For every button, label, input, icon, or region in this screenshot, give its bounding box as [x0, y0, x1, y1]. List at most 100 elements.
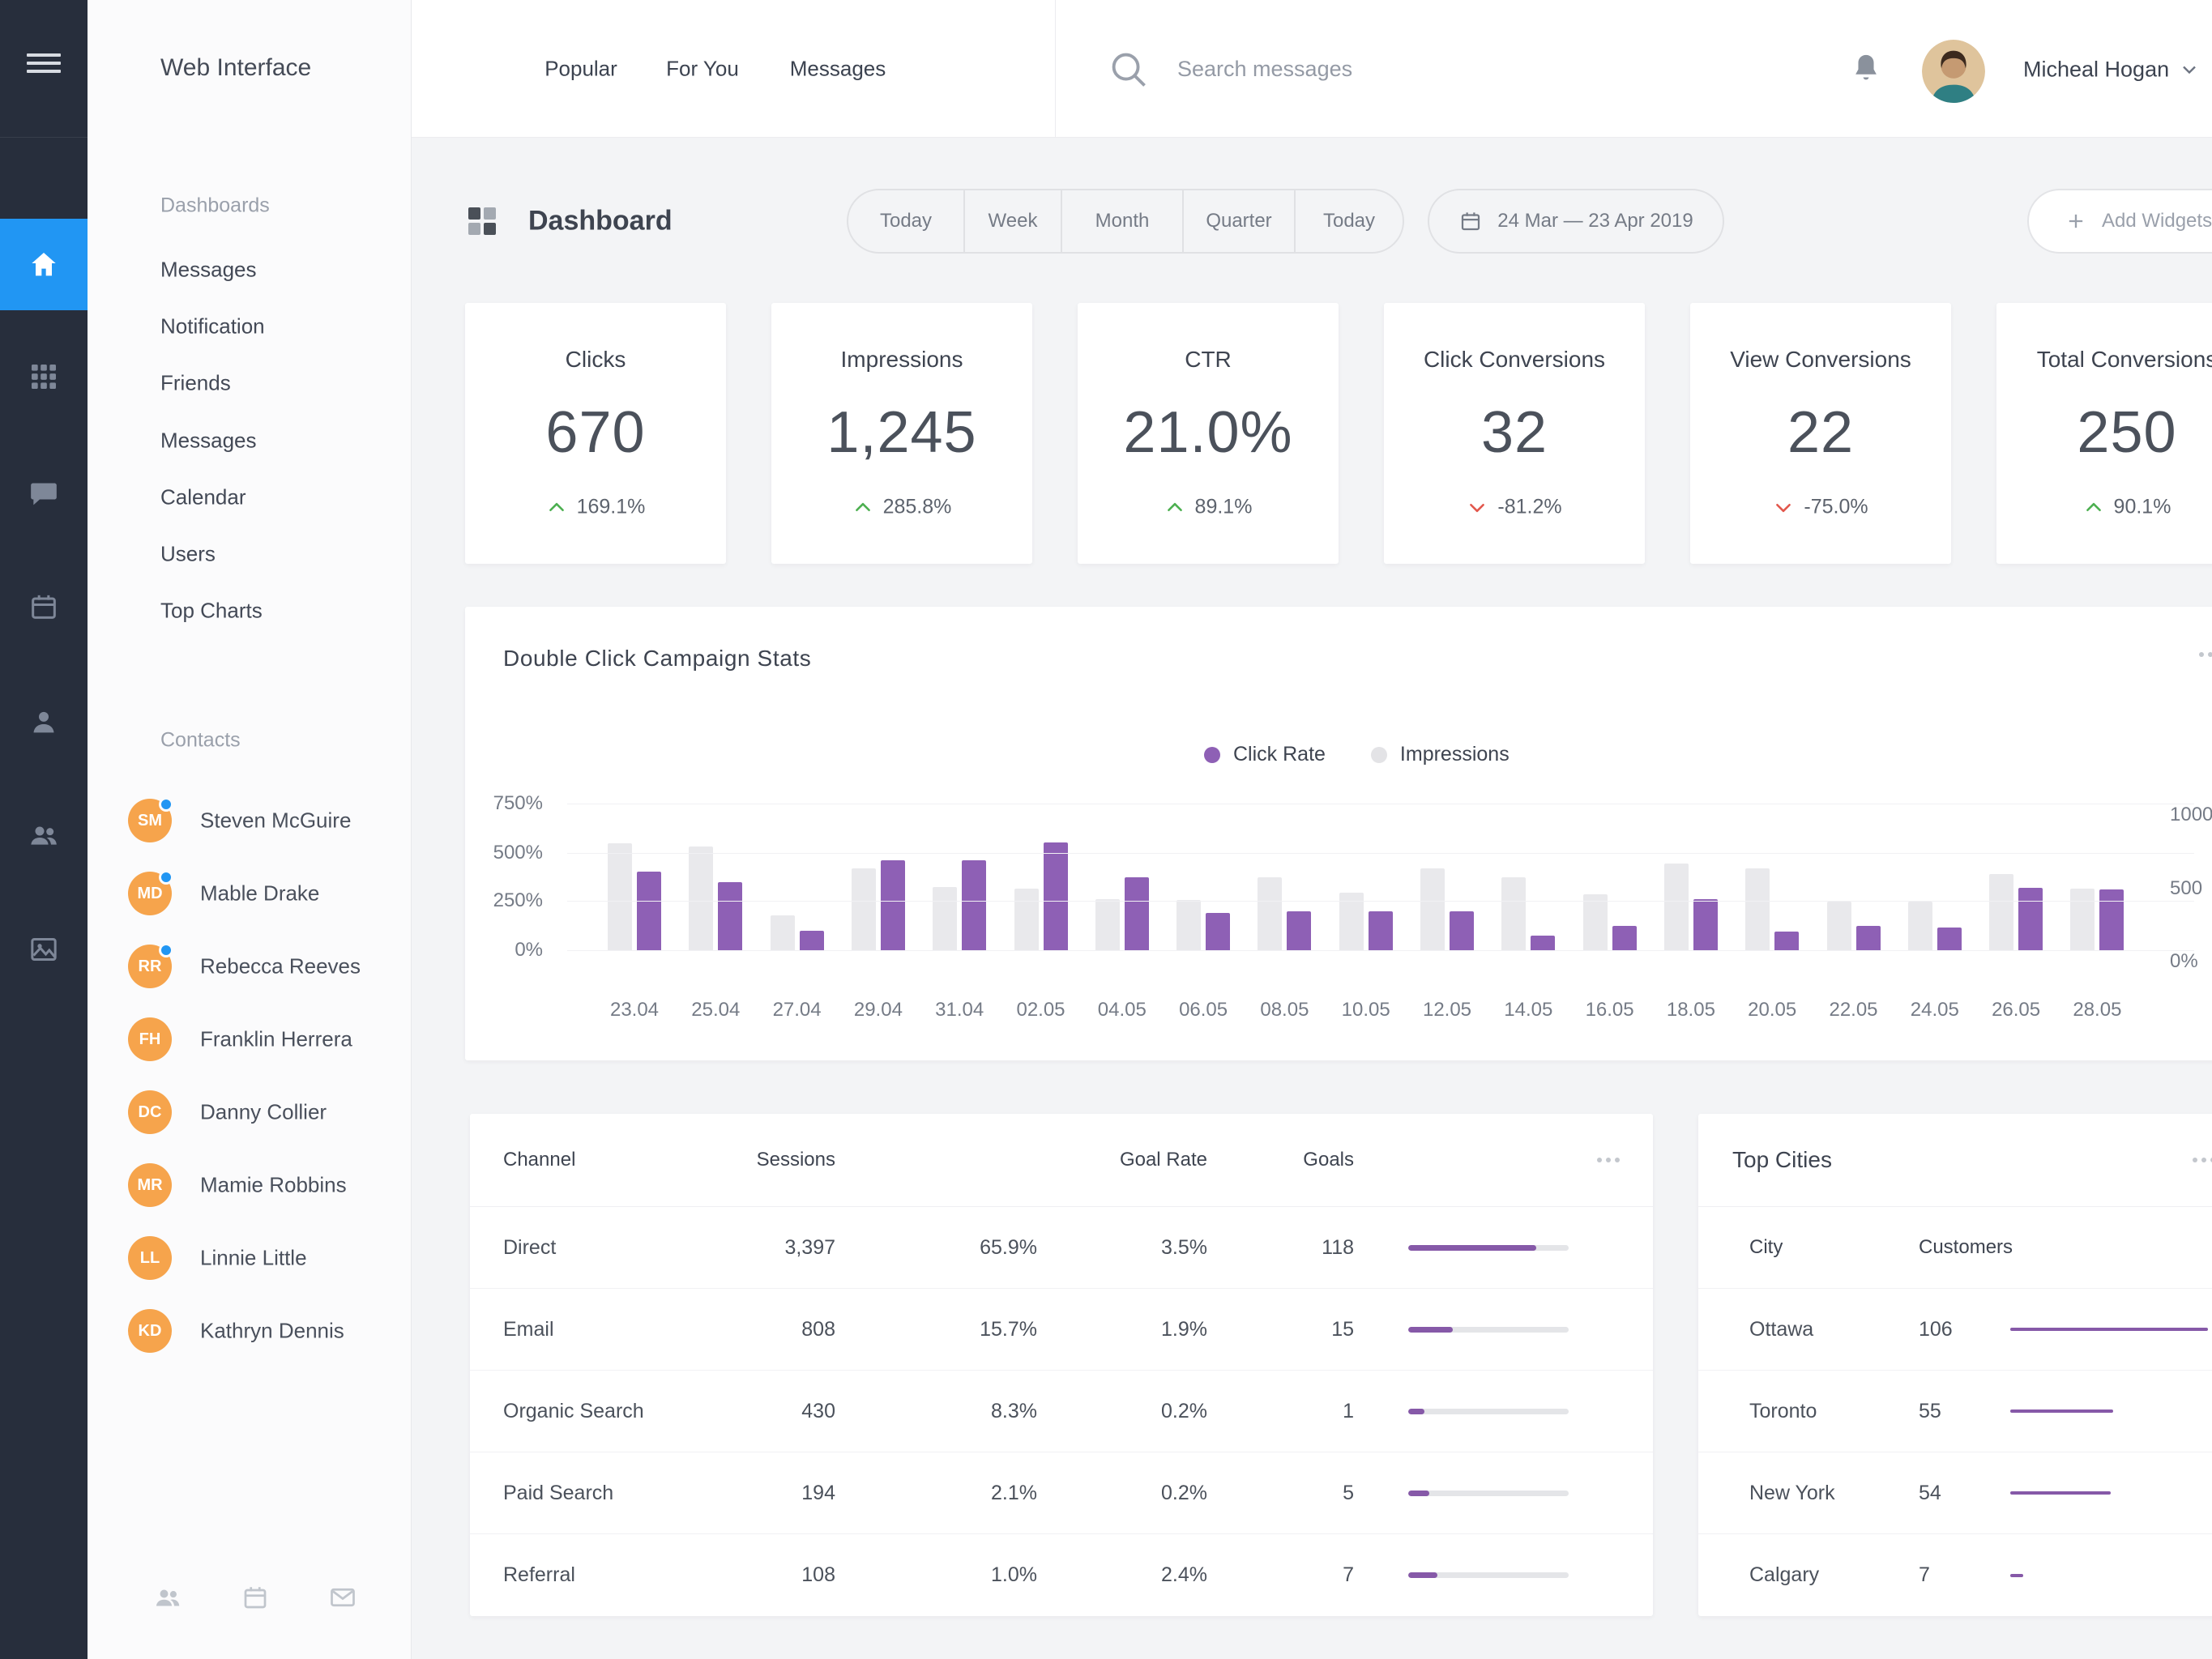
nav-popular[interactable]: Popular [544, 56, 617, 81]
nav-for-you[interactable]: For You [666, 56, 739, 81]
date-range-picker[interactable]: 24 Mar — 23 Apr 2019 [1428, 189, 1724, 254]
impressions-bar[interactable] [1339, 893, 1364, 950]
impressions-bar[interactable] [1826, 902, 1851, 950]
click-rate-bar[interactable] [637, 872, 661, 950]
impressions-bar[interactable] [1258, 876, 1283, 950]
channel-row-direct[interactable]: Direct 3,397 65.9% 3.5% 118 [470, 1207, 1653, 1289]
search-input[interactable] [1177, 41, 1631, 97]
impressions-bar[interactable] [1989, 873, 2014, 950]
rail-apps-button[interactable] [0, 331, 88, 422]
range-tab-quarter[interactable]: Quarter [1184, 190, 1296, 252]
rail-calendar-button[interactable] [0, 561, 88, 652]
sidebar-item-messages[interactable]: Messages [160, 257, 257, 282]
footer-contacts-button[interactable] [153, 1583, 182, 1616]
nav-messages[interactable]: Messages [789, 56, 886, 81]
legend-item-click-rate[interactable]: Click Rate [1204, 743, 1326, 766]
impressions-bar[interactable] [1582, 894, 1608, 950]
channel-card-menu[interactable] [1597, 1149, 1620, 1171]
click-rate-bar[interactable] [1206, 913, 1231, 950]
contact-name: Steven McGuire [200, 808, 352, 833]
rail-contacts-button[interactable] [0, 790, 88, 881]
impressions-bar[interactable] [689, 846, 714, 950]
contact-franklin-herrera[interactable]: FH Franklin Herrera [88, 1017, 412, 1062]
impressions-bar[interactable] [1420, 868, 1445, 950]
cities-table-header: City Customers [1698, 1207, 2212, 1289]
rail-home-button[interactable] [0, 219, 88, 310]
impressions-bar[interactable] [770, 915, 795, 950]
impressions-bar[interactable] [1907, 902, 1932, 950]
contact-rebecca-reeves[interactable]: RR Rebecca Reeves [88, 943, 412, 989]
goal-rate-value: 0.2% [1161, 1399, 1207, 1422]
click-rate-bar[interactable] [1450, 911, 1474, 950]
contact-kathryn-dennis[interactable]: KD Kathryn Dennis [88, 1308, 412, 1354]
click-rate-bar[interactable] [2099, 889, 2124, 950]
sidebar-item-users[interactable]: Users [160, 541, 216, 566]
chevron-down-icon[interactable] [2178, 58, 2201, 81]
impressions-bar[interactable] [1014, 888, 1039, 950]
click-rate-bar[interactable] [1368, 911, 1393, 950]
contact-danny-collier[interactable]: DC Danny Collier [88, 1090, 412, 1135]
user-avatar[interactable] [1922, 40, 1985, 103]
range-tab-week[interactable]: Week [965, 190, 1062, 252]
click-rate-bar[interactable] [1531, 935, 1556, 950]
click-rate-bar[interactable] [1124, 876, 1149, 950]
rail-gallery-button[interactable] [0, 904, 88, 995]
click-rate-bar[interactable] [1043, 842, 1068, 950]
impressions-bar[interactable] [608, 842, 632, 950]
avatar: LL [128, 1236, 172, 1280]
channel-row-paid-search[interactable]: Paid Search 194 2.1% 0.2% 5 [470, 1452, 1653, 1534]
impressions-bar[interactable] [1095, 898, 1120, 950]
impressions-bar[interactable] [2070, 888, 2095, 950]
click-rate-bar[interactable] [718, 881, 743, 950]
chart-card-menu[interactable] [2199, 652, 2212, 657]
city-row-calgary[interactable]: Calgary 7 [1698, 1534, 2212, 1616]
rail-profile-button[interactable] [0, 676, 88, 767]
city-row-new-york[interactable]: New York 54 [1698, 1452, 2212, 1534]
sidebar-item-calendar[interactable]: Calendar [160, 484, 246, 510]
click-rate-bar[interactable] [1855, 925, 1881, 950]
ellipsis-icon[interactable] [2193, 1158, 2197, 1162]
click-rate-bar[interactable] [962, 860, 987, 950]
footer-mail-button[interactable] [328, 1583, 357, 1616]
add-widgets-button[interactable]: Add Widgets [2027, 189, 2212, 254]
channel-row-organic-search[interactable]: Organic Search 430 8.3% 0.2% 1 [470, 1371, 1653, 1452]
city-row-ottawa[interactable]: Ottawa 106 [1698, 1289, 2212, 1371]
click-rate-bar[interactable] [2018, 887, 2043, 950]
click-rate-bar[interactable] [799, 930, 824, 950]
sidebar-item-notification[interactable]: Notification [160, 313, 265, 339]
click-rate-bar[interactable] [1774, 932, 1800, 950]
hamburger-menu-button[interactable] [0, 37, 88, 89]
range-tab-month[interactable]: Month [1062, 190, 1184, 252]
click-rate-bar[interactable] [880, 860, 905, 950]
range-tab-today[interactable]: Today [848, 190, 965, 252]
date-range-tabs: Today Week Month Quarter Today [847, 189, 1404, 254]
impressions-bar[interactable] [851, 868, 876, 950]
impressions-bar[interactable] [1501, 876, 1527, 950]
legend-item-impressions[interactable]: Impressions [1370, 743, 1510, 766]
contact-linnie-little[interactable]: LL Linnie Little [88, 1235, 412, 1281]
click-rate-bar[interactable] [1937, 928, 1962, 950]
channel-row-referral[interactable]: Referral 108 1.0% 2.4% 7 [470, 1534, 1653, 1616]
impressions-bar[interactable] [1745, 868, 1770, 950]
contact-mamie-robbins[interactable]: MR Mamie Robbins [88, 1162, 412, 1208]
notifications-button[interactable] [1841, 44, 1891, 94]
range-tab-today[interactable]: Today [1296, 190, 1403, 252]
click-rate-bar[interactable] [1287, 911, 1312, 950]
contact-steven-mcguire[interactable]: SM Steven McGuire [88, 797, 412, 843]
rail-messages-button[interactable] [0, 448, 88, 539]
channel-row-email[interactable]: Email 808 15.7% 1.9% 15 [470, 1289, 1653, 1371]
impressions-bar[interactable] [933, 887, 958, 950]
click-rate-bar[interactable] [1612, 925, 1637, 950]
sidebar-item-top-charts[interactable]: Top Charts [160, 598, 263, 623]
click-rate-bar[interactable] [1693, 899, 1718, 950]
footer-calendar-button[interactable] [241, 1583, 270, 1616]
city-row-toronto[interactable]: Toronto 55 [1698, 1371, 2212, 1452]
x-axis-label: 02.05 [1016, 999, 1065, 1021]
impressions-bar[interactable] [1176, 900, 1202, 950]
goal-progress-bar [1408, 1244, 1569, 1251]
sidebar-item-friends[interactable]: Friends [160, 370, 231, 395]
sidebar-item-messages[interactable]: Messages [160, 428, 257, 453]
user-name[interactable]: Micheal Hogan [2023, 57, 2170, 82]
contact-mable-drake[interactable]: MD Mable Drake [88, 870, 412, 916]
impressions-bar[interactable] [1663, 864, 1689, 950]
